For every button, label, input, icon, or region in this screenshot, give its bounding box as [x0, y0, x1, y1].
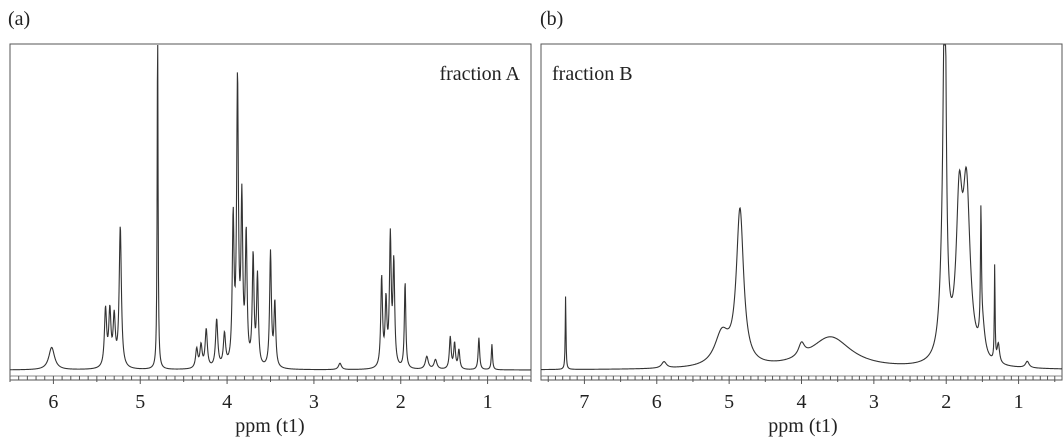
- panel-a-x-axis-title: ppm (t1): [235, 415, 304, 437]
- panel-a-x-ticks: 6 5 4 3 2 1: [9, 375, 532, 413]
- panel-a-frame: [9, 43, 532, 381]
- panel-b-tick-label: 6: [652, 391, 662, 413]
- panel-a-tick-label: 4: [222, 391, 232, 413]
- panel-b-tick-label: 3: [869, 391, 879, 413]
- panel-b-chart: fraction B 7 6 5 4 3 2 1 ppm (t1): [540, 43, 1063, 437]
- panel-a-spectrum-line: [10, 44, 531, 371]
- panel-b-spectrum-line: [541, 44, 1063, 371]
- panel-b-x-axis-title: ppm (t1): [768, 415, 837, 437]
- panel-b-tick-label: 5: [724, 391, 734, 413]
- panel-a-tick-label: 5: [135, 391, 145, 413]
- panel-b-tick-label: 4: [797, 391, 807, 413]
- panel-a-tick-label: 3: [309, 391, 319, 413]
- panel-b-tick-label: 1: [1014, 391, 1024, 413]
- panel-a-annotation: fraction A: [439, 63, 520, 85]
- panel-b-tick-label: 7: [579, 391, 589, 413]
- panel-a-tick-label: 1: [483, 391, 493, 413]
- panel-a-tick-label: 6: [48, 391, 58, 413]
- panel-b-annotation: fraction B: [552, 63, 633, 85]
- panel-b-label: (b): [540, 8, 564, 30]
- panel-b-x-ticks: 7 6 5 4 3 2 1: [540, 375, 1063, 413]
- panel-a-label: (a): [8, 8, 31, 30]
- panel-b-tick-label: 2: [941, 391, 951, 413]
- panel-a-tick-label: 2: [396, 391, 406, 413]
- panel-a-chart: fraction A 6 5 4 3 2 1 ppm (t1): [9, 43, 532, 437]
